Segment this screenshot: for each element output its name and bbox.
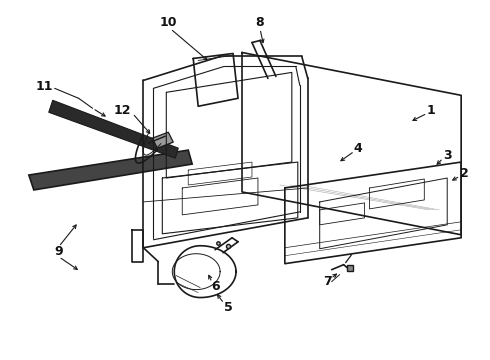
Polygon shape: [29, 150, 192, 190]
Text: 5: 5: [224, 301, 232, 314]
Text: 6: 6: [211, 280, 220, 293]
Text: 12: 12: [114, 104, 131, 117]
Text: 1: 1: [427, 104, 436, 117]
Text: 9: 9: [54, 245, 63, 258]
Polygon shape: [49, 100, 178, 158]
Text: 11: 11: [36, 80, 53, 93]
Polygon shape: [152, 132, 173, 148]
Text: 8: 8: [256, 16, 264, 29]
Text: 2: 2: [460, 167, 468, 180]
Text: 10: 10: [160, 16, 177, 29]
Text: 4: 4: [353, 141, 362, 155]
Text: 3: 3: [443, 149, 451, 162]
Text: 7: 7: [323, 275, 332, 288]
